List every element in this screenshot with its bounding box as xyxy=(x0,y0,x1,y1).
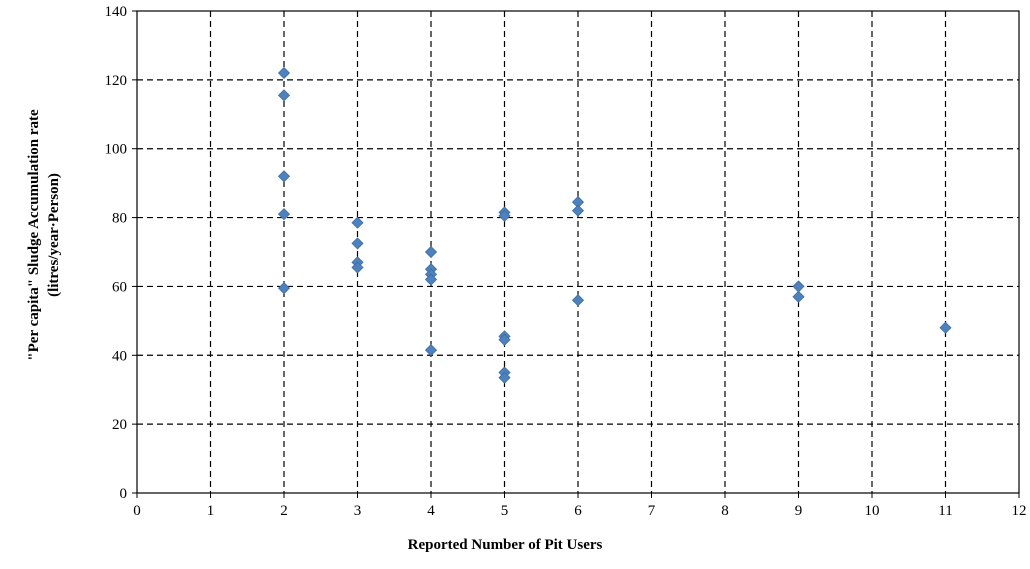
data-point xyxy=(571,204,585,217)
x-tick-label: 12 xyxy=(1012,503,1027,519)
x-tick-label: 0 xyxy=(133,503,141,519)
x-axis-title: Reported Number of Pit Users xyxy=(408,537,603,553)
y-tick-label: 80 xyxy=(112,211,127,227)
data-point xyxy=(424,245,438,259)
x-tick-label: 7 xyxy=(648,503,656,519)
y-tick-label: 100 xyxy=(105,142,128,158)
x-tick-label: 10 xyxy=(865,503,880,519)
x-tick-label: 4 xyxy=(427,503,435,519)
data-point xyxy=(498,371,511,384)
data-point xyxy=(277,89,291,102)
data-point xyxy=(277,66,291,80)
data-point xyxy=(424,344,438,357)
y-tick-label: 120 xyxy=(105,73,128,89)
y-tick-label: 20 xyxy=(112,417,127,433)
data-point xyxy=(498,333,511,346)
y-tick-label: 140 xyxy=(105,4,128,20)
x-tick-label: 11 xyxy=(938,503,952,519)
x-tick-label: 5 xyxy=(501,503,509,519)
data-points xyxy=(277,66,952,384)
data-point xyxy=(939,321,952,334)
y-tick-label: 40 xyxy=(112,348,127,364)
x-tick-label: 6 xyxy=(574,503,582,519)
y-tick-label: 60 xyxy=(112,279,127,295)
data-point xyxy=(351,216,364,229)
data-point xyxy=(351,261,364,274)
y-axis-title-line2: (litres/year·Person) xyxy=(46,173,62,297)
x-tick-label: 1 xyxy=(207,503,215,519)
data-point xyxy=(792,290,805,303)
x-tick-label: 9 xyxy=(795,503,803,519)
x-tick-label: 3 xyxy=(354,503,362,519)
data-point xyxy=(498,209,511,222)
grid-lines xyxy=(137,11,1019,493)
y-axis-title-line1: "Per capita" Sludge Accumulation rate xyxy=(26,109,42,361)
data-point xyxy=(277,282,291,295)
x-tick-label: 2 xyxy=(280,503,288,519)
data-point xyxy=(277,170,291,183)
y-tick-label: 0 xyxy=(120,486,128,502)
x-tick-label: 8 xyxy=(721,503,729,519)
data-point xyxy=(792,280,805,293)
data-point xyxy=(277,208,291,221)
data-point xyxy=(424,273,438,286)
data-point xyxy=(571,294,585,307)
data-point xyxy=(351,237,364,250)
